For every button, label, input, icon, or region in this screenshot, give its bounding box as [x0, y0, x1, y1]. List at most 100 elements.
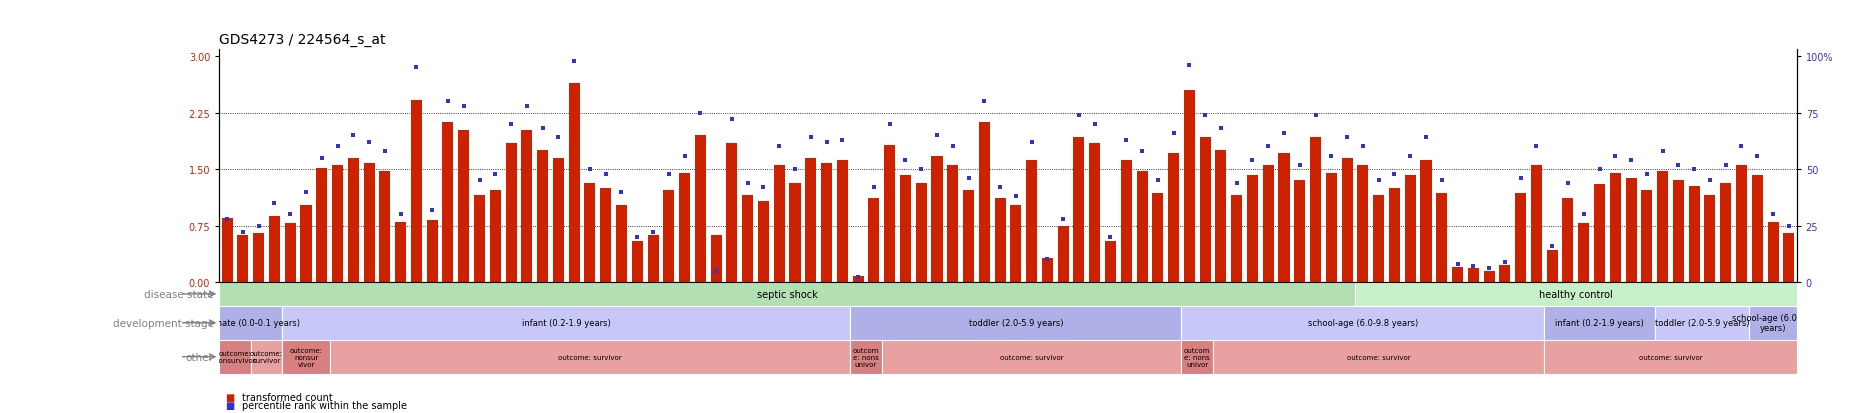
Bar: [1421, 161, 1430, 282]
Bar: [316, 168, 327, 282]
Bar: [631, 241, 643, 282]
Point: [1409, 135, 1439, 141]
Bar: [1263, 166, 1274, 282]
Bar: [1749, 306, 1796, 340]
Point: [559, 58, 589, 65]
Bar: [329, 340, 851, 374]
Bar: [1042, 258, 1053, 282]
Point: [228, 230, 258, 236]
Point: [1473, 266, 1502, 272]
Point: [1190, 112, 1220, 119]
Point: [449, 103, 479, 110]
Point: [1710, 162, 1740, 169]
Point: [513, 103, 542, 110]
Bar: [851, 340, 882, 374]
Point: [481, 171, 511, 178]
Bar: [821, 164, 832, 282]
Point: [1662, 162, 1692, 169]
Point: [464, 178, 494, 184]
Bar: [930, 156, 941, 282]
Bar: [474, 196, 485, 282]
Bar: [238, 236, 249, 282]
Bar: [1309, 138, 1320, 282]
Point: [591, 171, 620, 178]
Bar: [1734, 166, 1746, 282]
Bar: [1213, 340, 1543, 374]
Point: [654, 171, 683, 178]
Bar: [979, 123, 990, 282]
Point: [1064, 112, 1094, 119]
Point: [433, 99, 462, 105]
Bar: [410, 101, 422, 282]
Point: [622, 234, 652, 240]
Point: [1032, 256, 1062, 263]
Bar: [585, 183, 594, 282]
Point: [812, 139, 841, 146]
Text: infant (0.2-1.9 years): infant (0.2-1.9 years): [522, 318, 611, 328]
Bar: [282, 340, 329, 374]
Point: [496, 121, 526, 128]
Point: [1222, 180, 1252, 187]
Text: toddler (2.0-5.9 years): toddler (2.0-5.9 years): [1655, 318, 1747, 328]
Text: outcome: survivor: outcome: survivor: [999, 354, 1062, 360]
Bar: [459, 131, 470, 282]
Bar: [1671, 181, 1682, 282]
Point: [1441, 261, 1471, 268]
Bar: [617, 206, 626, 282]
Bar: [553, 159, 565, 282]
Point: [1616, 157, 1645, 164]
Point: [858, 184, 888, 191]
Bar: [505, 143, 516, 282]
Text: septic shock: septic shock: [756, 289, 817, 299]
Bar: [1467, 269, 1478, 282]
Bar: [648, 236, 657, 282]
Point: [890, 157, 919, 164]
Text: ■: ■: [225, 392, 234, 402]
Point: [1773, 223, 1803, 229]
Bar: [1389, 188, 1398, 282]
Bar: [1357, 166, 1367, 282]
Point: [732, 180, 761, 187]
Bar: [1200, 138, 1211, 282]
Point: [1567, 211, 1597, 218]
Point: [1679, 166, 1708, 173]
Bar: [993, 198, 1005, 282]
Bar: [1783, 233, 1794, 282]
Text: outcome:
nonsur
vivor: outcome: nonsur vivor: [290, 347, 323, 367]
Bar: [1530, 166, 1541, 282]
Bar: [221, 218, 232, 282]
Point: [1694, 178, 1723, 184]
Point: [401, 65, 431, 71]
Text: other: other: [186, 352, 214, 362]
Point: [875, 121, 904, 128]
Point: [292, 189, 321, 195]
Point: [275, 211, 305, 218]
Bar: [1577, 224, 1588, 282]
Bar: [947, 166, 958, 282]
Bar: [741, 196, 752, 282]
Bar: [1720, 183, 1731, 282]
Point: [1521, 144, 1551, 150]
Bar: [852, 276, 864, 282]
Bar: [1513, 194, 1525, 282]
Point: [826, 137, 856, 144]
Bar: [1543, 340, 1796, 374]
Point: [418, 207, 448, 214]
Point: [1630, 171, 1660, 178]
Point: [1552, 180, 1582, 187]
Text: outcome:
survivor: outcome: survivor: [251, 350, 282, 363]
Bar: [1482, 271, 1493, 282]
Point: [1096, 234, 1125, 240]
Bar: [1010, 206, 1021, 282]
Point: [576, 166, 605, 173]
Text: healthy control: healthy control: [1538, 289, 1612, 299]
Bar: [663, 191, 674, 282]
Bar: [1120, 161, 1131, 282]
Bar: [396, 222, 407, 282]
Bar: [301, 206, 312, 282]
Bar: [1151, 194, 1162, 282]
Bar: [1450, 267, 1461, 282]
Point: [1016, 139, 1045, 146]
Point: [938, 144, 967, 150]
Text: ■: ■: [225, 400, 234, 410]
